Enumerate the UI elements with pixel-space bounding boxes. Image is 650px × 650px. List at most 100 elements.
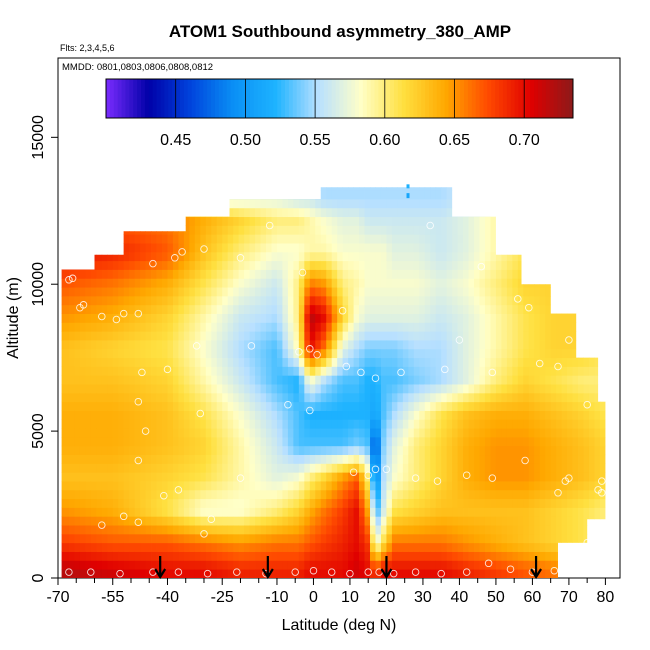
heatmap-cell [151, 454, 157, 464]
heatmap-cell [74, 533, 81, 544]
heatmap-cell [189, 454, 196, 464]
heatmap-cell [517, 322, 524, 332]
heatmap-cell [611, 225, 617, 234]
heatmap-cell [211, 551, 218, 561]
heatmap-cell [611, 270, 617, 279]
heatmap-cell [194, 225, 201, 235]
colorbar-segment [156, 79, 161, 118]
heatmap-cell [227, 199, 234, 209]
heatmap-cell [134, 225, 141, 235]
heatmap-cell [463, 260, 469, 270]
heatmap-cell [359, 481, 365, 491]
heatmap-cell [375, 357, 382, 367]
heatmap-cell [205, 234, 212, 244]
heatmap-cell [342, 428, 349, 438]
heatmap-cell [550, 348, 557, 359]
heatmap-cell [68, 331, 75, 341]
heatmap-cell [523, 516, 530, 526]
heatmap-cell [484, 542, 491, 552]
colorbar-segment [160, 79, 165, 118]
heatmap-cell [68, 199, 75, 209]
heatmap-cell [309, 225, 316, 235]
heatmap-cell [386, 225, 393, 235]
heatmap-cell [545, 348, 552, 359]
heatmap-cell [342, 410, 349, 420]
heatmap-cell [446, 304, 453, 314]
dates-note: MMDD: 0801,0803,0806,0808,0812 [62, 62, 213, 73]
heatmap-cell [140, 313, 146, 323]
heatmap-cell [266, 348, 272, 359]
heatmap-cell [501, 542, 508, 552]
heatmap-cell [282, 357, 289, 367]
heatmap-cell [567, 366, 573, 376]
colorbar-segment [432, 79, 438, 118]
heatmap-cell [539, 366, 546, 376]
heatmap-cell [260, 525, 267, 535]
colorbar-segment [464, 79, 469, 118]
heatmap-cell [211, 401, 218, 411]
heatmap-cell [140, 234, 146, 244]
heatmap-cell [134, 243, 141, 253]
heatmap-cell [506, 410, 513, 420]
heatmap-cell [216, 463, 223, 473]
heatmap-cell [167, 401, 174, 411]
heatmap-cell [512, 225, 519, 235]
heatmap-cell [468, 348, 475, 359]
heatmap-cell [85, 436, 92, 447]
heatmap-cell [512, 436, 519, 447]
heatmap-cell [578, 287, 584, 297]
heatmap-cell [118, 234, 125, 244]
heatmap-cell [249, 278, 256, 288]
heatmap-cell [249, 207, 256, 218]
heatmap-cell [123, 304, 130, 314]
heatmap-cell [457, 436, 464, 447]
heatmap-cell [474, 348, 480, 359]
heatmap-cell [435, 516, 442, 526]
heatmap-cell [506, 507, 513, 517]
heatmap-cell [342, 251, 349, 262]
heatmap-cell [205, 428, 212, 438]
heatmap-cell [205, 348, 212, 359]
heatmap-cell [556, 489, 563, 500]
heatmap-cell [413, 384, 420, 394]
heatmap-cell [123, 525, 130, 535]
heatmap-cell [200, 498, 207, 508]
heatmap-cell [309, 454, 316, 464]
heatmap-cell [588, 187, 595, 191]
heatmap-cell [320, 525, 327, 535]
heatmap-cell [178, 199, 185, 209]
heatmap-cell [523, 269, 530, 279]
heatmap-cell [380, 533, 387, 544]
heatmap-cell [512, 392, 519, 403]
heatmap-cell [599, 551, 606, 561]
heatmap-cell [550, 207, 557, 218]
heatmap-cell [375, 348, 382, 359]
heatmap-cell [468, 340, 475, 350]
heatmap-cell [156, 190, 163, 200]
heatmap-cell [342, 278, 349, 288]
heatmap-cell [506, 304, 513, 314]
heatmap-cell [402, 295, 409, 306]
heatmap-cell [599, 516, 606, 526]
heatmap-cell [386, 269, 393, 279]
heatmap-cell [419, 410, 426, 420]
heatmap-cell [227, 357, 234, 367]
heatmap-cell [435, 560, 442, 570]
heatmap-cell [501, 304, 508, 314]
heatmap-cell [320, 295, 327, 306]
heatmap-cell [599, 542, 606, 552]
observation-point [565, 474, 573, 482]
heatmap-cell [402, 375, 409, 385]
heatmap-cell [304, 190, 311, 200]
heatmap-cell [611, 534, 617, 543]
heatmap-cell [61, 234, 64, 244]
heatmap-cell [506, 481, 513, 491]
heatmap-cell [386, 436, 393, 447]
heatmap-cell [211, 436, 218, 447]
heatmap-cell [85, 410, 92, 420]
heatmap-cell [178, 419, 185, 429]
heatmap-cell [539, 278, 546, 288]
heatmap-cell [479, 428, 486, 438]
heatmap-cell [112, 419, 119, 429]
heatmap-cell [211, 278, 218, 288]
